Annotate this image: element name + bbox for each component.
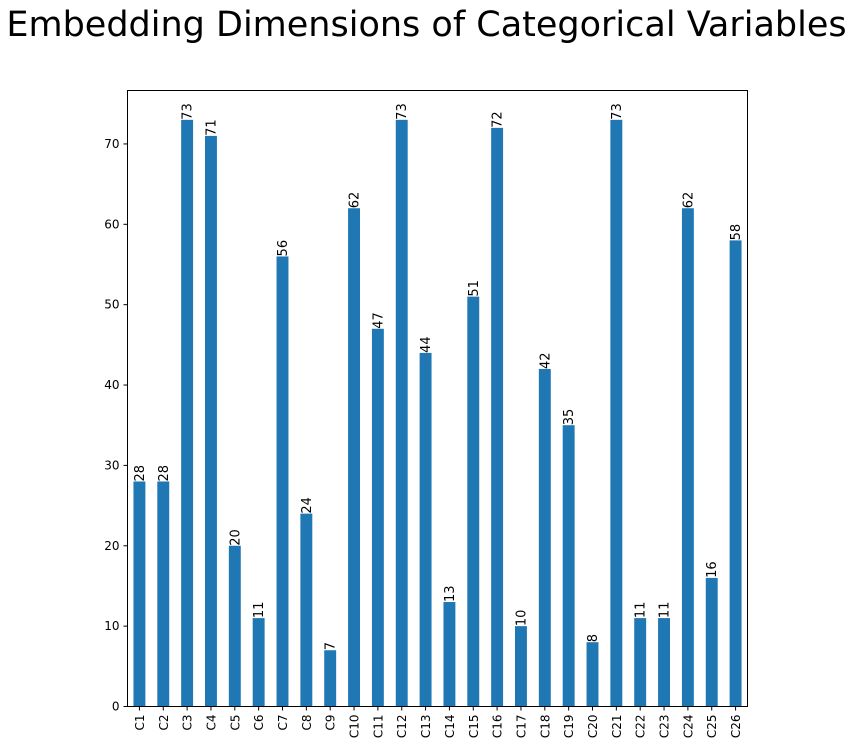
x-tick-label-C9: C9 bbox=[324, 715, 338, 731]
bar-C26 bbox=[729, 240, 742, 707]
x-tick-label-C16: C16 bbox=[491, 715, 505, 739]
bar-C25 bbox=[705, 577, 718, 707]
bar-C20 bbox=[586, 642, 599, 707]
bar-C24 bbox=[681, 208, 694, 707]
x-tick-label-C26: C26 bbox=[729, 715, 743, 739]
data-label-C3: 73 bbox=[181, 103, 196, 120]
x-tick-label-C11: C11 bbox=[371, 715, 385, 739]
x-tick-label-C6: C6 bbox=[252, 715, 266, 731]
bar-C12 bbox=[395, 119, 408, 707]
bar-C8 bbox=[300, 513, 313, 707]
bar-C21 bbox=[610, 119, 623, 707]
x-tick-label-C20: C20 bbox=[586, 715, 600, 739]
data-label-C11: 47 bbox=[371, 312, 386, 329]
bar-C5 bbox=[228, 545, 241, 707]
bar-C11 bbox=[371, 328, 384, 707]
x-tick-label-C3: C3 bbox=[181, 715, 195, 731]
x-tick-label-C25: C25 bbox=[705, 715, 719, 739]
bar-C3 bbox=[181, 119, 194, 707]
x-tick-label-C10: C10 bbox=[348, 715, 362, 739]
y-tick-label-60: 60 bbox=[104, 217, 119, 231]
data-label-C25: 16 bbox=[705, 561, 720, 578]
data-label-C20: 8 bbox=[586, 634, 601, 642]
y-tick-label-40: 40 bbox=[104, 378, 119, 392]
x-tick-label-C1: C1 bbox=[133, 715, 147, 731]
y-tick-label-70: 70 bbox=[104, 137, 119, 151]
data-label-C19: 35 bbox=[562, 409, 577, 426]
data-label-C7: 56 bbox=[276, 240, 291, 257]
bars-group bbox=[133, 119, 742, 707]
y-tick-label-0: 0 bbox=[112, 700, 120, 714]
y-tick-label-30: 30 bbox=[104, 458, 119, 472]
data-label-C12: 73 bbox=[395, 103, 410, 120]
bar-C23 bbox=[658, 618, 670, 707]
data-label-C9: 7 bbox=[324, 642, 339, 650]
data-label-C5: 20 bbox=[228, 529, 243, 546]
data-label-C1: 28 bbox=[133, 465, 148, 482]
y-axis: 0 10 20 30 40 50 60 70 bbox=[104, 137, 128, 714]
y-tick-label-50: 50 bbox=[104, 298, 119, 312]
bar-C2 bbox=[157, 481, 170, 707]
bar-C15 bbox=[467, 296, 480, 707]
bar-C22 bbox=[634, 618, 647, 707]
x-tick-label-C22: C22 bbox=[634, 715, 648, 739]
x-tick-label-C4: C4 bbox=[204, 715, 218, 731]
x-tick-label-C17: C17 bbox=[514, 715, 528, 739]
x-tick-label-C7: C7 bbox=[276, 715, 290, 731]
x-tick-label-C2: C2 bbox=[157, 715, 171, 731]
data-label-C18: 42 bbox=[538, 352, 553, 369]
data-label-C10: 62 bbox=[348, 192, 363, 209]
data-label-C26: 58 bbox=[729, 224, 744, 241]
data-label-C4: 71 bbox=[204, 119, 219, 136]
x-tick-label-C23: C23 bbox=[658, 715, 672, 739]
data-label-C23: 11 bbox=[658, 602, 673, 619]
x-tick-label-C15: C15 bbox=[467, 715, 481, 739]
x-tick-label-C13: C13 bbox=[419, 715, 433, 739]
data-label-C21: 73 bbox=[610, 103, 625, 120]
data-label-C24: 62 bbox=[681, 192, 696, 209]
x-tick-label-C14: C14 bbox=[443, 715, 457, 739]
data-label-C17: 10 bbox=[514, 610, 529, 627]
x-tick-label-C18: C18 bbox=[538, 715, 552, 739]
x-tick-label-C8: C8 bbox=[300, 715, 314, 731]
x-tick-label-C12: C12 bbox=[395, 715, 409, 739]
x-tick-label-C19: C19 bbox=[562, 715, 576, 739]
bar-C16 bbox=[491, 127, 504, 707]
data-label-C13: 44 bbox=[419, 336, 434, 353]
x-tick-label-C21: C21 bbox=[610, 715, 624, 739]
data-label-C22: 11 bbox=[634, 602, 649, 619]
data-labels-group: 28 28 73 71 20 11 56 24 7 62 47 73 44 13 51 72 10 42 35 8 73… bbox=[133, 103, 744, 650]
bar-C14 bbox=[443, 602, 456, 707]
data-label-C6: 11 bbox=[252, 602, 267, 619]
data-label-C8: 24 bbox=[300, 497, 315, 514]
data-label-C16: 72 bbox=[491, 111, 506, 128]
bar-C13 bbox=[419, 352, 432, 707]
y-tick-label-10: 10 bbox=[104, 619, 119, 633]
bar-C4 bbox=[205, 135, 217, 707]
x-axis: C1 C2 C3 C4 C5 C6 C7 C8 C9 C10 C11 C12 C13 C14 C15 C16 C… bbox=[133, 706, 743, 739]
chart-title: Embedding Dimensions of Categorical Vari… bbox=[6, 5, 847, 45]
data-label-C2: 28 bbox=[157, 465, 172, 482]
bar-C9 bbox=[324, 650, 337, 707]
bar-C10 bbox=[348, 208, 360, 707]
bar-C6 bbox=[252, 618, 265, 707]
bar-C17 bbox=[515, 626, 527, 707]
data-label-C14: 13 bbox=[443, 585, 458, 602]
x-tick-label-C5: C5 bbox=[228, 715, 242, 731]
y-tick-label-20: 20 bbox=[104, 539, 119, 553]
plot-frame bbox=[127, 90, 748, 707]
bar-C1 bbox=[133, 481, 146, 707]
bar-C7 bbox=[276, 256, 289, 707]
data-label-C15: 51 bbox=[467, 280, 482, 297]
x-tick-label-C24: C24 bbox=[681, 715, 695, 739]
bar-C19 bbox=[562, 425, 575, 707]
bar-C18 bbox=[538, 368, 551, 707]
